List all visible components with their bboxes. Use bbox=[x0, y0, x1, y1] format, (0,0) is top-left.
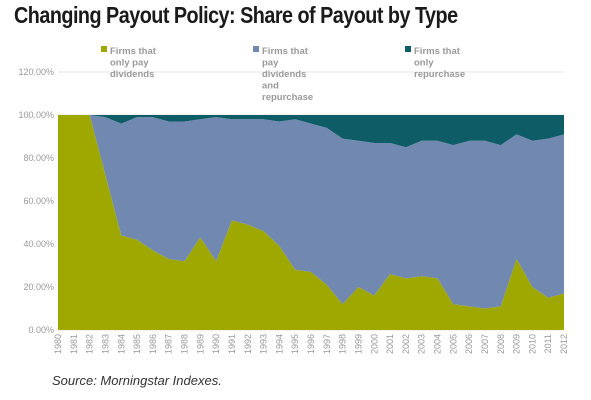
x-tick-label: 1998 bbox=[338, 334, 348, 354]
x-tick-label: 2011 bbox=[543, 334, 553, 353]
legend-label: Firms that only repurchase bbox=[414, 46, 465, 80]
x-tick-label: 1995 bbox=[290, 334, 300, 354]
x-tick-label: 2001 bbox=[385, 334, 395, 354]
x-tick-label: 1983 bbox=[100, 334, 110, 354]
x-tick-label: 2000 bbox=[369, 334, 379, 354]
legend-swatch bbox=[101, 46, 107, 52]
x-tick-label: 1994 bbox=[274, 334, 284, 354]
x-tick-label: 1991 bbox=[227, 334, 237, 354]
chart-title: Changing Payout Policy: Share of Payout … bbox=[14, 2, 458, 28]
area-series-1 bbox=[58, 115, 564, 330]
x-axis: 1980 1981 1982 1983 1984 1985 1986 1987 1988 1989… bbox=[53, 334, 569, 354]
x-tick-label: 1990 bbox=[211, 334, 221, 354]
x-tick-label: 2007 bbox=[480, 334, 490, 354]
y-axis: 0.00% 20.00% 40.00% 60.00% 80.00% 100.00% 120.… bbox=[18, 67, 54, 335]
x-tick-label: 1986 bbox=[148, 334, 158, 354]
source-note: Source: Morningstar Indexes. bbox=[52, 373, 222, 388]
x-tick-label: 1982 bbox=[85, 334, 95, 354]
x-tick-label: 1985 bbox=[132, 334, 142, 354]
x-tick-label: 2003 bbox=[417, 334, 427, 354]
y-tick-label: 60.00% bbox=[23, 196, 54, 206]
x-tick-label: 1989 bbox=[195, 334, 205, 354]
x-tick-label: 1999 bbox=[353, 334, 363, 354]
y-tick-label: 80.00% bbox=[23, 153, 54, 163]
y-tick-label: 20.00% bbox=[23, 282, 54, 292]
legend: Firms that only pay dividends Firms that pay… bbox=[101, 46, 465, 103]
area-series-3 bbox=[58, 115, 564, 148]
x-tick-label: 2010 bbox=[527, 334, 537, 354]
x-tick-label: 2008 bbox=[496, 334, 506, 354]
x-tick-label: 1996 bbox=[306, 334, 316, 354]
x-tick-label: 1993 bbox=[259, 334, 269, 354]
x-tick-label: 2006 bbox=[464, 334, 474, 354]
y-tick-label: 100.00% bbox=[18, 110, 54, 120]
x-tick-label: 1987 bbox=[164, 334, 174, 354]
x-tick-label: 1984 bbox=[116, 334, 126, 354]
x-tick-label: 2004 bbox=[433, 334, 443, 354]
y-tick-label: 0.00% bbox=[28, 325, 54, 335]
x-tick-label: 2002 bbox=[401, 334, 411, 354]
plot-areas bbox=[58, 115, 564, 330]
x-tick-label: 1981 bbox=[69, 334, 79, 354]
legend-label: Firms that pay dividends and repurchase bbox=[262, 46, 313, 103]
legend-swatch bbox=[405, 46, 411, 52]
area-series-2 bbox=[58, 115, 564, 309]
x-tick-label: 1988 bbox=[180, 334, 190, 354]
y-tick-label: 120.00% bbox=[18, 67, 54, 77]
x-tick-label: 1980 bbox=[53, 334, 63, 354]
x-tick-label: 1992 bbox=[243, 334, 253, 354]
y-tick-label: 40.00% bbox=[23, 239, 54, 249]
x-tick-label: 2012 bbox=[559, 334, 569, 354]
legend-swatch bbox=[253, 46, 259, 52]
x-tick-label: 1997 bbox=[322, 334, 332, 354]
x-tick-label: 2005 bbox=[448, 334, 458, 354]
legend-label: Firms that only pay dividends bbox=[110, 46, 157, 80]
x-tick-label: 2009 bbox=[512, 334, 522, 354]
